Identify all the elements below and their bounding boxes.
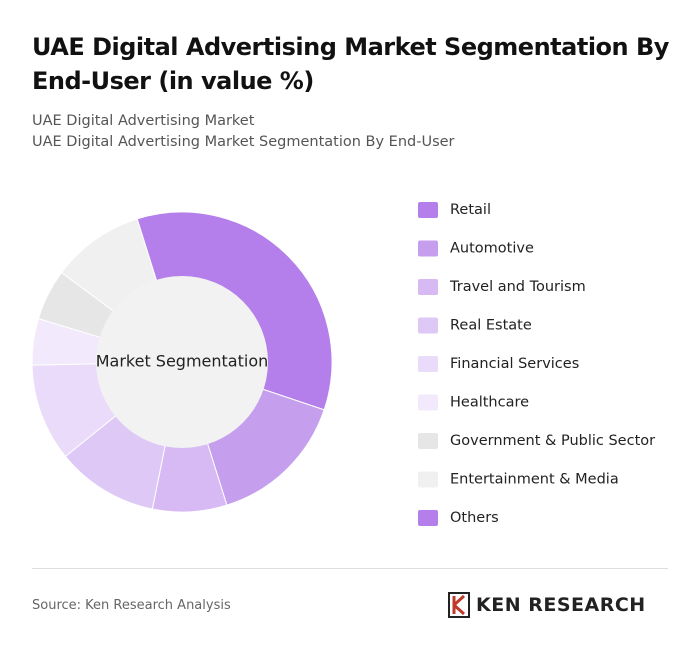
legend-swatch [418, 433, 438, 449]
logo-icon [448, 592, 470, 618]
legend-swatch [418, 471, 438, 488]
legend-label: Retail [450, 202, 491, 218]
legend-label: Healthcare [450, 395, 529, 411]
legend-swatch [418, 317, 438, 334]
source: Source: Ken Research Analysis [32, 598, 231, 613]
logo: KEN RESEARCH [448, 592, 646, 618]
divider [32, 568, 668, 569]
logo-text: KEN RESEARCH [476, 594, 646, 616]
title: UAE Digital Advertising Market Segmentat… [32, 33, 669, 95]
legend-label: Others [450, 510, 499, 526]
chart: Market Segmentation Retail Automotive Trav… [31, 202, 655, 526]
legend-swatch [418, 510, 438, 526]
legend-label: Real Estate [450, 318, 532, 334]
legend-label: Financial Services [450, 356, 579, 372]
donut-hole [96, 276, 268, 448]
legend-swatch [418, 394, 438, 411]
legend-label: Automotive [450, 241, 534, 257]
center-label: Market Segmentation [96, 352, 269, 371]
legend-label: Entertainment & Media [450, 472, 619, 488]
subtitle: UAE Digital Advertising Market Segmentat… [32, 134, 455, 150]
legend-swatch [418, 356, 438, 372]
legend-swatch [418, 202, 438, 218]
subtitle: UAE Digital Advertising Market [32, 113, 255, 129]
legend-label: Travel and Tourism [449, 279, 586, 295]
legend-swatch [418, 279, 438, 295]
legend-label: Government & Public Sector [450, 433, 655, 449]
legend-swatch [418, 240, 438, 257]
